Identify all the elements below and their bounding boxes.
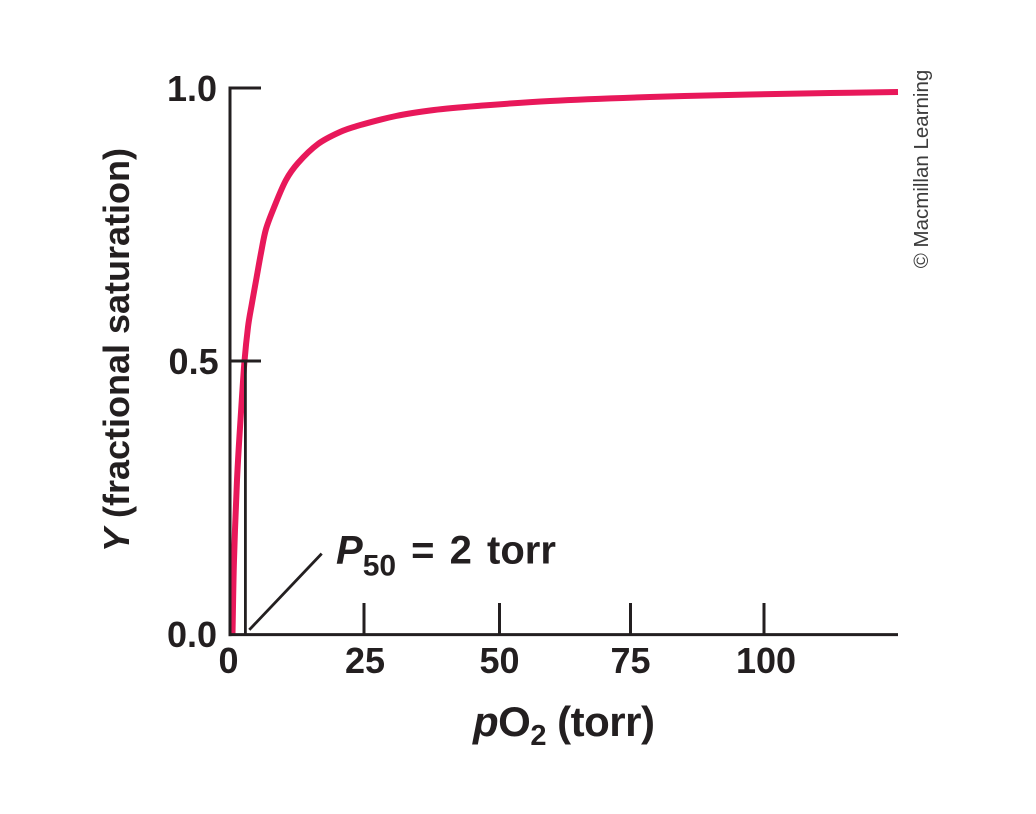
- svg-text:75: 75: [610, 640, 650, 681]
- svg-text:Y (fractional saturation): Y (fractional saturation): [96, 148, 137, 552]
- svg-text:0: 0: [218, 640, 238, 681]
- svg-text:0.0: 0.0: [167, 614, 217, 655]
- svg-text:0.5: 0.5: [169, 341, 219, 382]
- svg-text:100: 100: [736, 640, 796, 681]
- svg-text:50: 50: [479, 640, 519, 681]
- svg-text:1.0: 1.0: [167, 68, 217, 109]
- svg-text:25: 25: [345, 640, 385, 681]
- svg-text:P50 = 2 torr: P50 = 2 torr: [336, 529, 556, 583]
- svg-text:© Macmillan Learning: © Macmillan Learning: [910, 70, 933, 269]
- svg-text:pO2 (torr): pO2 (torr): [472, 698, 654, 752]
